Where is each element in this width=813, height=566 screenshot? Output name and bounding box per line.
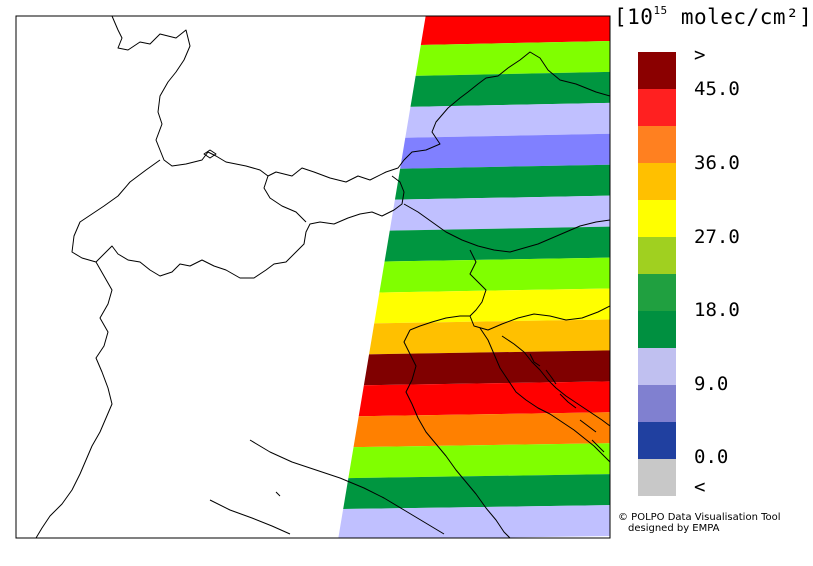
legend-swatch (638, 348, 676, 385)
legend-colorbar (638, 52, 676, 496)
legend-swatch (638, 163, 676, 200)
legend-swatch (638, 422, 676, 459)
legend-tick-0: 0.0 (694, 446, 729, 468)
legend-swatch (638, 52, 676, 89)
legend-tick-45: 45.0 (694, 78, 740, 100)
legend-title: [1015 molec/cm²] (614, 4, 812, 29)
legend-tick-9: 9.0 (694, 373, 729, 395)
credit-line-1: © POLPO Data Visualisation Tool (618, 512, 781, 523)
swath-band (384, 226, 610, 262)
swath-band (389, 195, 610, 231)
legend-title-prefix: [10 (614, 5, 654, 29)
legend-tick-36: 36.0 (694, 152, 740, 174)
legend-swatch (638, 311, 676, 348)
legend-swatch (638, 126, 676, 163)
legend-tick-below: < (694, 476, 706, 498)
swath-band (410, 71, 610, 107)
legend-tick-above: > (694, 44, 706, 66)
swath-band (348, 443, 610, 479)
legend-swatch (638, 200, 676, 237)
legend-swatch (638, 459, 676, 496)
swath-band (363, 350, 610, 386)
swath-band (405, 102, 610, 138)
swath-band (353, 412, 610, 448)
legend-title-exponent: 15 (653, 4, 668, 17)
satellite-swath (338, 16, 610, 538)
map-frame (15, 15, 611, 539)
swath-band (338, 505, 610, 538)
swath-band (343, 474, 610, 510)
credit-text: © POLPO Data Visualisation Tool designed… (618, 512, 781, 534)
swath-band (358, 381, 610, 417)
legend-tick-27: 27.0 (694, 226, 740, 248)
credit-line-2: designed by EMPA (628, 523, 720, 534)
legend-swatch (638, 89, 676, 126)
swath-band (374, 288, 610, 324)
swath-band (415, 40, 610, 76)
legend-swatch (638, 237, 676, 274)
swath-band (379, 257, 610, 293)
legend-swatch (638, 385, 676, 422)
legend-title-suffix: molec/cm²] (667, 5, 813, 29)
country-borders (35, 16, 610, 538)
legend-tick-18: 18.0 (694, 299, 740, 321)
swath-band (369, 319, 610, 355)
swath-band (394, 164, 610, 200)
swath-band (400, 133, 610, 169)
swath-band (420, 16, 610, 45)
legend-swatch (638, 274, 676, 311)
